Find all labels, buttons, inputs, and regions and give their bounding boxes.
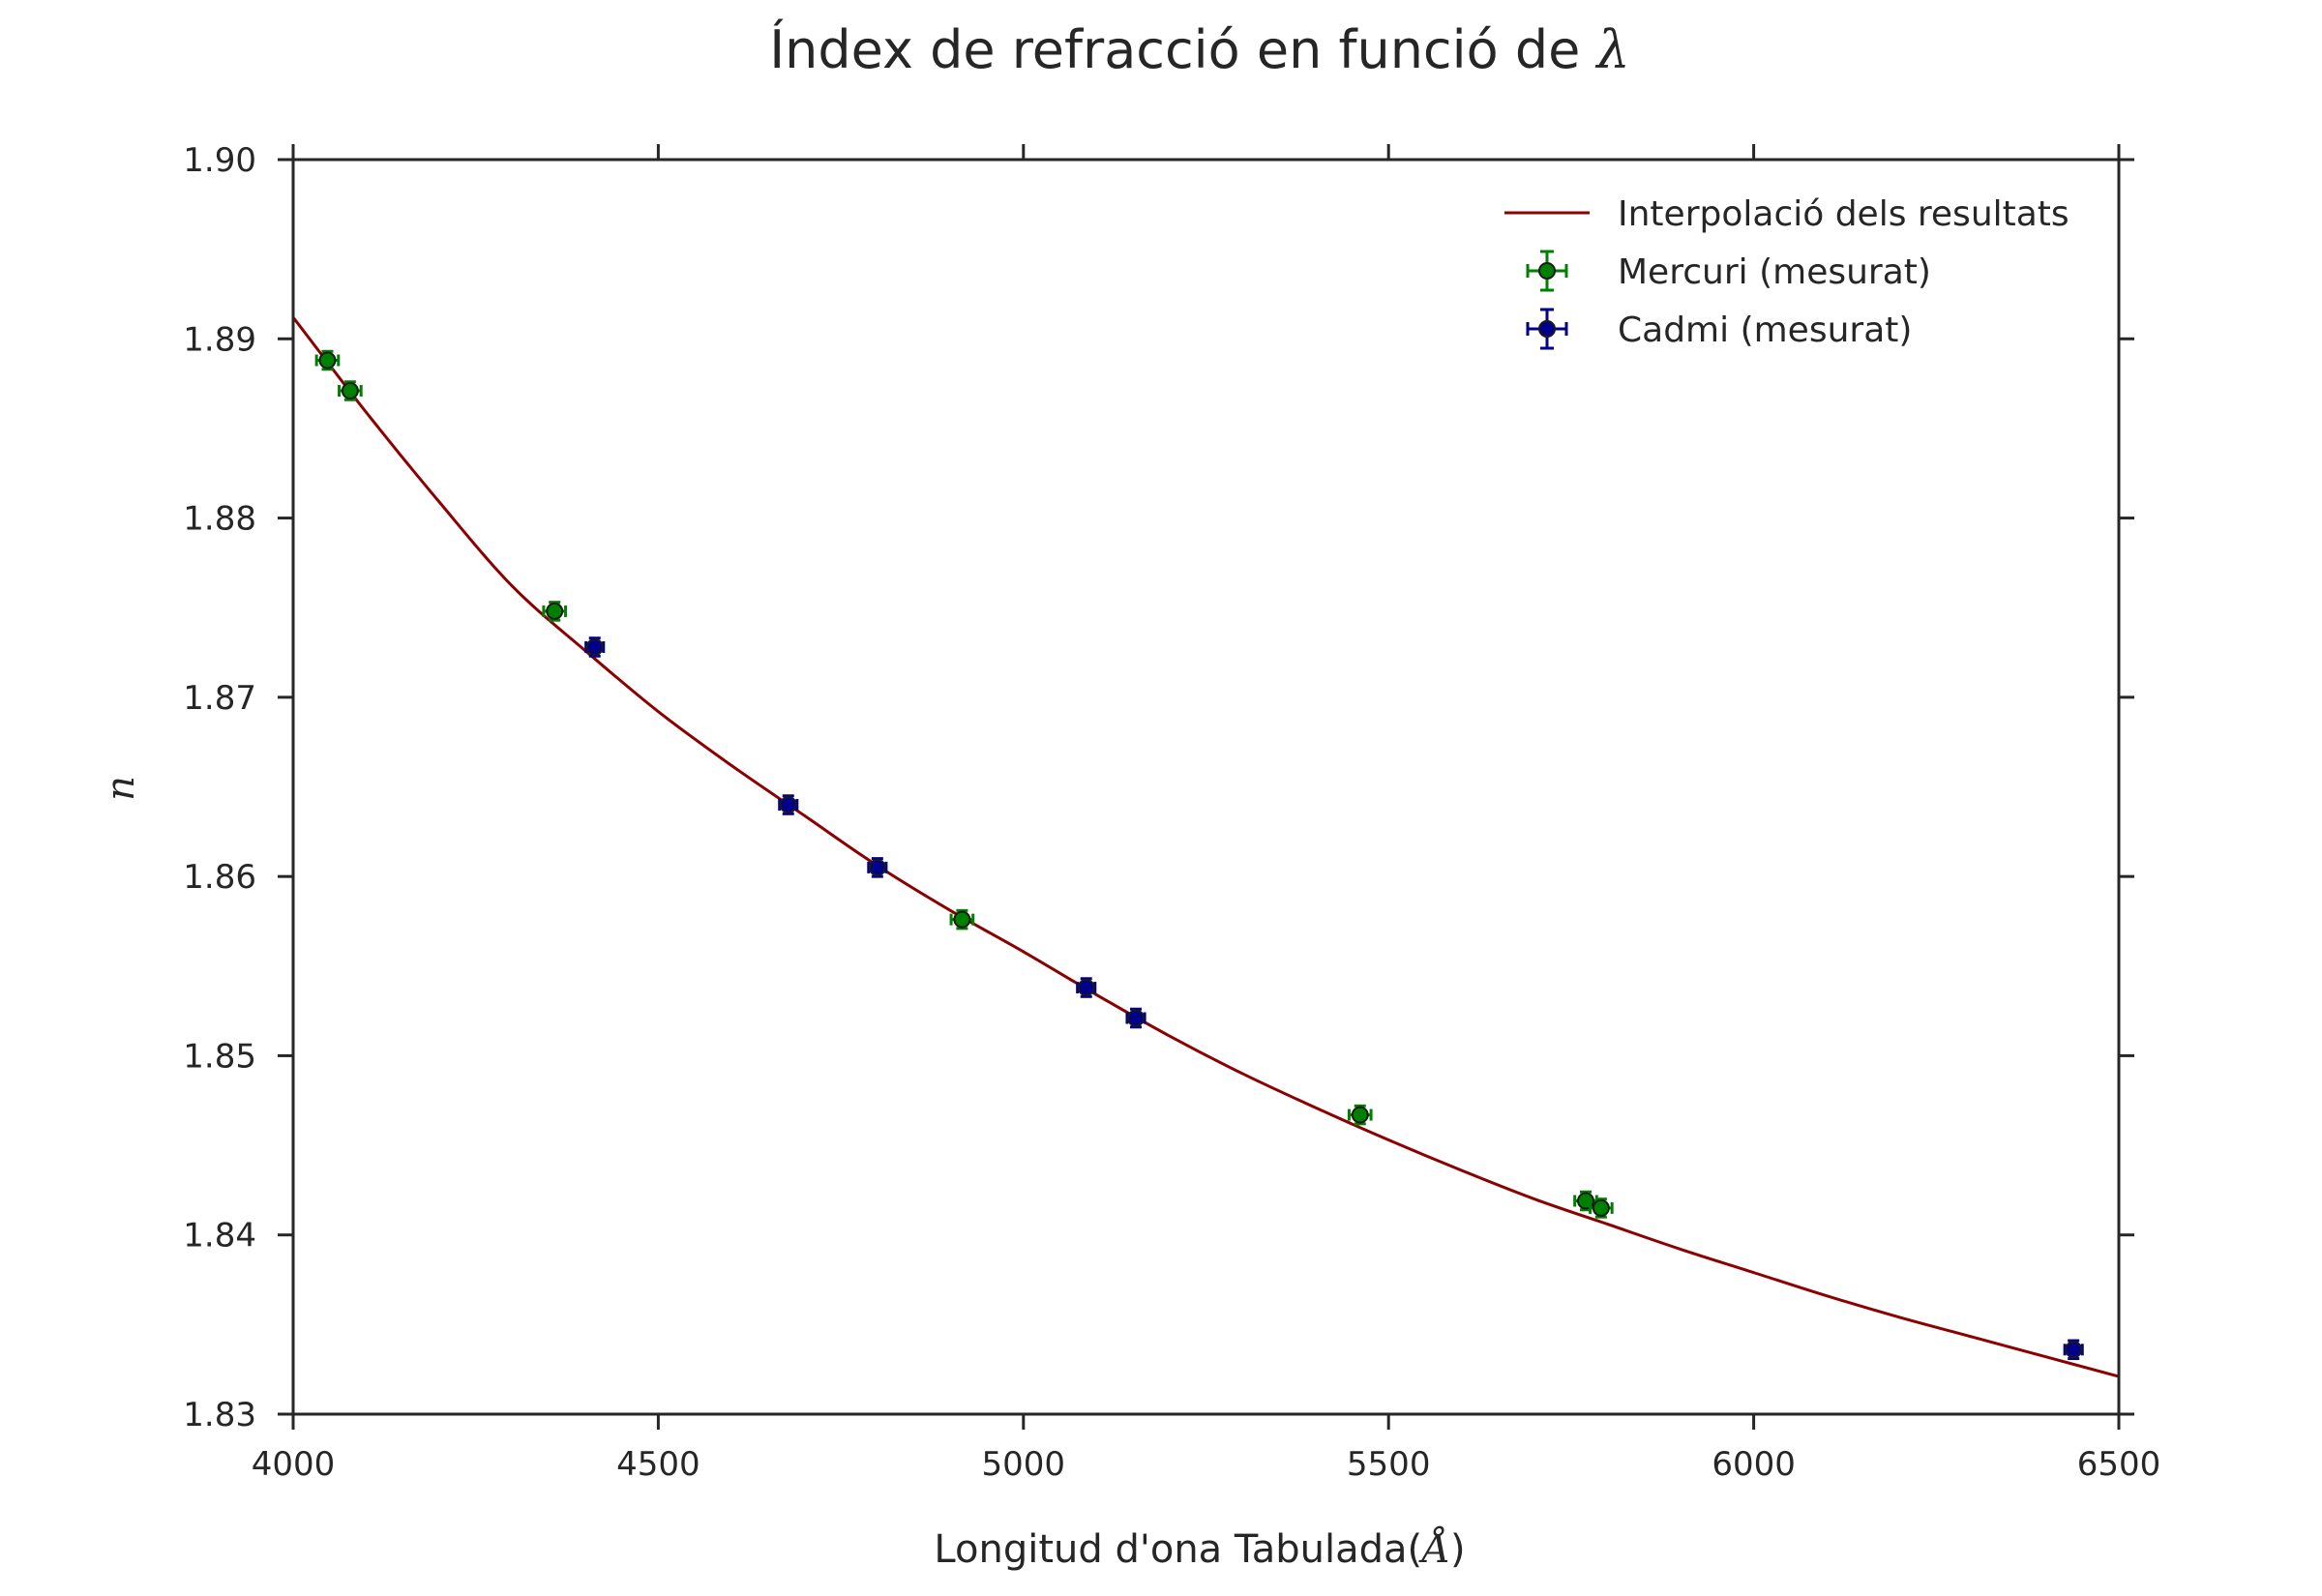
y-tick-label: 1.88 bbox=[183, 500, 256, 539]
data-point bbox=[314, 349, 341, 371]
legend-label-fit: Interpolació dels resultats bbox=[1618, 194, 2069, 234]
legend-marker bbox=[1538, 262, 1556, 280]
data-point bbox=[1589, 1197, 1614, 1219]
chart-title-math: λ bbox=[1595, 19, 1630, 80]
data-point bbox=[338, 380, 363, 401]
fit-curve-line bbox=[293, 316, 2119, 1378]
point-marker bbox=[868, 858, 886, 876]
point-marker bbox=[953, 910, 971, 929]
legend-entry-mercuri: Mercuri (mesurat) bbox=[1526, 250, 1931, 292]
chart-title: Índex de refracció en funció de λ bbox=[769, 19, 1629, 80]
legend: Interpolació dels resultats Mercuri (mesu… bbox=[1504, 194, 2069, 350]
y-tick-label: 1.85 bbox=[183, 1037, 256, 1076]
legend-label: Mercuri (mesurat) bbox=[1618, 252, 1931, 292]
data-point bbox=[778, 794, 799, 815]
axes-layer bbox=[291, 158, 2121, 1416]
x-axis-label-text: Longitud d'ona Tabulada( bbox=[934, 1527, 1422, 1572]
series-mercuri bbox=[314, 349, 1614, 1219]
y-axis-label: n bbox=[99, 776, 143, 801]
point-marker bbox=[585, 637, 604, 656]
point-marker bbox=[341, 382, 359, 400]
data-point bbox=[1076, 977, 1097, 998]
legend-marker bbox=[1538, 320, 1556, 338]
y-tick-label: 1.90 bbox=[183, 141, 256, 180]
ticks-layer: 4000 4500 5000 5500 6000 6500 1.83 1.84 1.85 1.86… bbox=[183, 141, 2160, 1484]
point-marker bbox=[1127, 1009, 1146, 1027]
x-tick-label: 4500 bbox=[616, 1445, 700, 1484]
y-tick-label: 1.83 bbox=[183, 1396, 256, 1434]
x-axis-label: Longitud d'ona Tabulada(Å) bbox=[934, 1526, 1465, 1572]
point-marker bbox=[546, 602, 564, 620]
point-marker bbox=[1077, 979, 1095, 997]
series-cadmi bbox=[584, 636, 2084, 1361]
point-marker bbox=[779, 796, 797, 814]
x-tick-label: 5500 bbox=[1347, 1445, 1431, 1484]
data-point bbox=[949, 908, 975, 931]
point-marker bbox=[2065, 1341, 2083, 1359]
data-point bbox=[867, 857, 888, 878]
legend-entry-fit: Interpolació dels resultats bbox=[1504, 194, 2069, 234]
point-marker bbox=[1592, 1198, 1610, 1217]
point-marker bbox=[1351, 1106, 1369, 1124]
curve-layer bbox=[293, 316, 2119, 1378]
axes-frame bbox=[291, 158, 2121, 1416]
x-tick-label: 6500 bbox=[2077, 1445, 2161, 1484]
y-tick-label: 1.87 bbox=[183, 679, 256, 718]
point-marker bbox=[318, 351, 337, 369]
x-tick-label: 5000 bbox=[982, 1445, 1066, 1484]
data-point bbox=[1125, 1007, 1146, 1029]
x-axis-label-suffix: ) bbox=[1450, 1527, 1466, 1572]
points-layer bbox=[314, 349, 2084, 1361]
data-point bbox=[542, 601, 568, 622]
legend-entry-cadmi: Cadmi (mesurat) bbox=[1526, 308, 1912, 350]
y-tick-label: 1.84 bbox=[183, 1217, 256, 1256]
x-axis-label-math: Å bbox=[1418, 1526, 1450, 1572]
data-point bbox=[1347, 1104, 1373, 1126]
plot-area bbox=[293, 160, 2119, 1414]
y-tick-label: 1.86 bbox=[183, 858, 256, 897]
chart-title-text: Índex de refracció en funció de bbox=[769, 19, 1596, 80]
x-tick-label: 4000 bbox=[252, 1445, 336, 1484]
x-tick-label: 6000 bbox=[1712, 1445, 1796, 1484]
legend-label: Cadmi (mesurat) bbox=[1618, 310, 1912, 350]
y-tick-label: 1.89 bbox=[183, 320, 256, 359]
data-point bbox=[2063, 1339, 2084, 1361]
data-point bbox=[584, 636, 606, 658]
plot-background bbox=[293, 160, 2119, 1414]
